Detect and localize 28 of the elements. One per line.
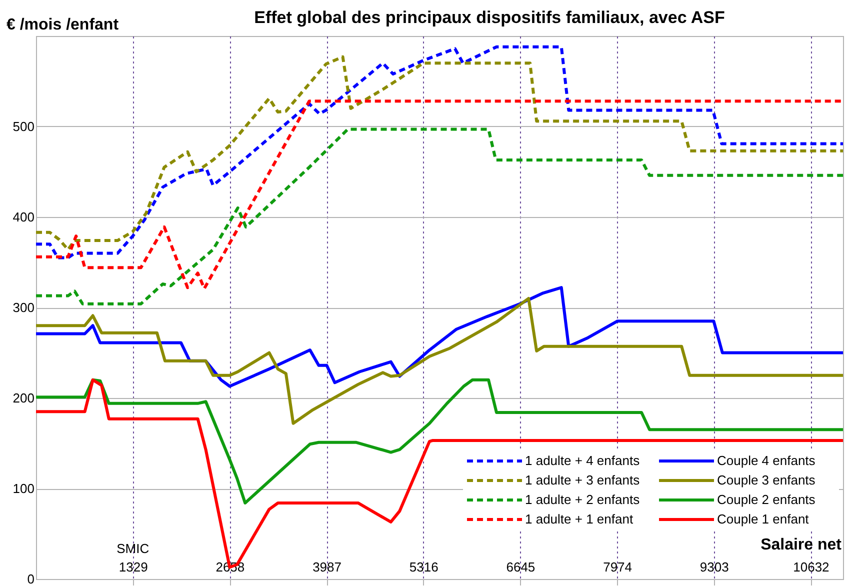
x-tick-label: 5316	[409, 560, 438, 574]
legend-label: Couple 2 enfants	[717, 492, 816, 507]
legend-label: Couple 3 enfants	[717, 472, 816, 488]
line-series	[34, 128, 844, 306]
x-tick-label: 1329	[118, 560, 148, 574]
x-axis-title: Salaire net	[760, 536, 842, 554]
x-tick-label: 7974	[603, 560, 632, 574]
x-tick-label: 9303	[700, 560, 729, 574]
y-axis-title: € /mois /enfant	[6, 16, 120, 34]
line-series	[34, 296, 844, 425]
line-series	[34, 286, 844, 388]
y-tick-label: 300	[12, 300, 34, 315]
legend-label: 1 adulte + 1 enfant	[525, 512, 634, 526]
chart-title: Effet global des principaux dispositifs familiaux, avec ASF	[254, 8, 725, 27]
legend-label: 1 adulte + 2 enfants	[525, 492, 640, 507]
y-tick-label: 0	[27, 572, 34, 586]
annotation: SMIC	[116, 541, 150, 556]
x-tick-label: 10632	[793, 560, 830, 574]
x-tick-label: 3987	[312, 560, 342, 574]
x-tick-label: 6645	[506, 560, 536, 574]
legend-label: Couple 4 enfants	[717, 453, 816, 468]
y-tick-label: 400	[12, 210, 34, 224]
legend-label: 1 adulte + 3 enfants	[525, 472, 640, 488]
y-tick-label: 200	[12, 390, 34, 406]
y-tick-label: 100	[12, 481, 34, 496]
y-tick-label: 500	[12, 119, 34, 134]
legend-label: 1 adulte + 4 enfants	[525, 453, 640, 468]
legend-label: Couple 1 enfant	[717, 512, 810, 526]
